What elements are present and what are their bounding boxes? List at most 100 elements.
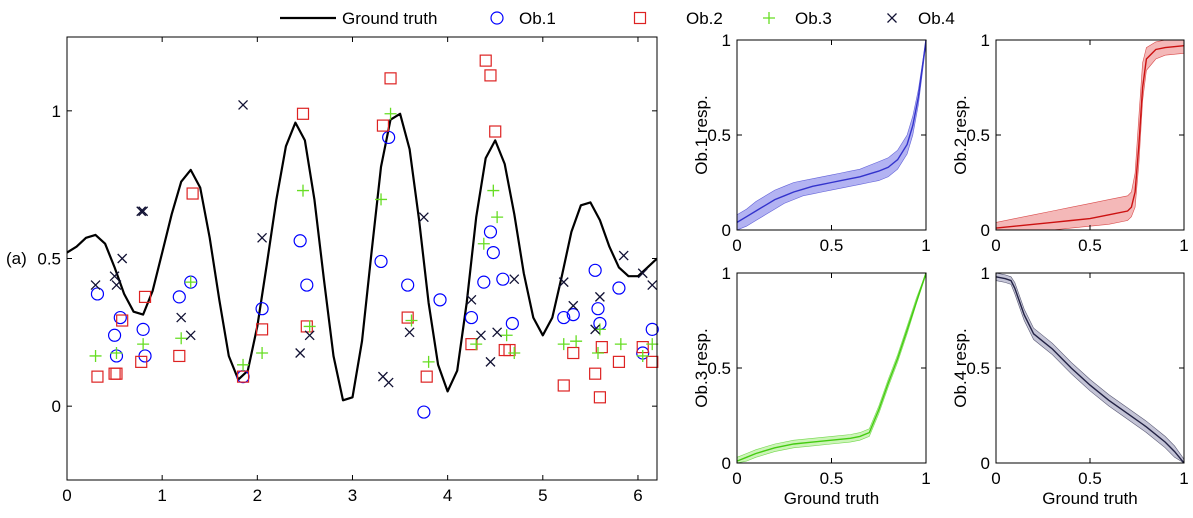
data-point: [257, 232, 268, 243]
y-axis-label: Ob.4 resp.: [951, 328, 970, 407]
data-point: [503, 343, 516, 357]
data-point: [588, 263, 602, 277]
data-point: [383, 377, 394, 388]
y-tick-label: 0: [722, 454, 731, 473]
data-point: [505, 316, 519, 331]
data-point: [237, 358, 250, 371]
x-tick-label: 1: [921, 236, 930, 255]
data-point: [137, 338, 150, 351]
data-point: [417, 405, 431, 419]
data-point: [116, 314, 129, 327]
data-point: [136, 206, 147, 217]
data-point: [90, 280, 101, 291]
data-point: [117, 253, 128, 264]
y-tick-label: 1: [52, 102, 61, 121]
data-point: [135, 355, 148, 368]
data-point: [566, 308, 580, 322]
data-point: [422, 355, 435, 368]
data-point: [557, 379, 570, 392]
x-tick-label: 0: [62, 486, 71, 505]
plot-background: [67, 37, 657, 480]
series-ob4: [90, 99, 658, 388]
data-point: [300, 278, 314, 292]
x-tick-label: 0.5: [820, 469, 844, 488]
x-tick-label: 1: [921, 469, 930, 488]
data-point: [91, 370, 104, 383]
data-point: [509, 274, 520, 285]
legend-label: Ob.1: [519, 9, 556, 28]
data-point: [484, 69, 497, 82]
ground-truth-line: [67, 112, 657, 402]
data-point: [176, 312, 187, 323]
data-point: [136, 322, 150, 336]
data-point: [109, 271, 120, 282]
data-point: [500, 329, 513, 342]
legend-marker-ob4: [887, 13, 897, 23]
y-tick-label: 0.5: [37, 249, 61, 268]
data-point: [464, 310, 479, 325]
x-axis-label: Ground truth: [784, 489, 879, 508]
data-point: [401, 311, 414, 324]
ob2-response-plot: 0 0.5 1 0 0.5 1 Ob.2 resp.: [951, 31, 1189, 255]
legend-label: Ob.3: [795, 9, 832, 28]
data-point: [110, 347, 123, 360]
data-point: [483, 225, 498, 239]
data-point: [557, 338, 570, 351]
data-point: [487, 184, 500, 197]
x-tick-label: 1: [1179, 469, 1188, 488]
data-point: [590, 324, 601, 335]
legend-label: Ground truth: [342, 9, 437, 28]
y-tick-label: 1: [981, 264, 990, 283]
main-scatter-plot: 0 1 2 3 4 5 6 0 0.5 1: [37, 36, 659, 505]
data-point: [646, 338, 659, 351]
legend-marker-ob3: [763, 12, 775, 24]
x-tick-label: 4: [443, 486, 452, 505]
y-tick-label: 0: [52, 397, 61, 416]
y-axis-label: Ob.2 resp.: [951, 95, 970, 174]
data-point: [375, 193, 388, 206]
y-tick-label: 1: [722, 264, 731, 283]
data-point: [297, 184, 309, 197]
data-point: [593, 391, 607, 404]
mean-response-line: [995, 276, 1185, 464]
data-point: [304, 330, 315, 341]
data-point: [647, 280, 658, 291]
legend-label: Ob.4: [918, 9, 955, 28]
series-ob2: [91, 54, 659, 404]
data-point: [384, 107, 397, 120]
data-point: [138, 290, 152, 303]
data-point: [592, 347, 604, 360]
data-point: [645, 322, 659, 336]
data-point: [113, 310, 127, 325]
data-point: [618, 250, 629, 261]
plot-background: [737, 273, 926, 463]
data-point: [557, 310, 571, 325]
y-tick-label: 1: [981, 31, 990, 50]
legend-marker-ob1: [490, 11, 504, 25]
x-axis-label: Ground truth: [1042, 489, 1137, 508]
data-point: [89, 349, 102, 362]
y-tick-label: 0.5: [966, 359, 990, 378]
data-point: [477, 275, 491, 289]
data-point: [293, 234, 307, 248]
plot-background: [996, 40, 1184, 230]
x-tick-label: 5: [538, 486, 547, 505]
y-axis-label: Ob.3 resp.: [692, 328, 711, 407]
y-tick-label: 0: [981, 454, 990, 473]
x-tick-label: 0: [732, 236, 741, 255]
data-point: [636, 349, 649, 362]
data-point: [404, 327, 415, 338]
x-tick-label: 2: [253, 486, 262, 505]
data-point: [558, 277, 569, 288]
data-point: [111, 280, 122, 291]
x-tick-label: 1: [157, 486, 166, 505]
data-point: [110, 367, 123, 380]
data-point: [591, 302, 605, 316]
data-point: [376, 119, 390, 132]
series-ob3: [89, 107, 659, 371]
data-point: [466, 294, 477, 305]
data-point: [420, 370, 433, 383]
data-point: [489, 125, 502, 138]
data-point: [236, 370, 250, 383]
